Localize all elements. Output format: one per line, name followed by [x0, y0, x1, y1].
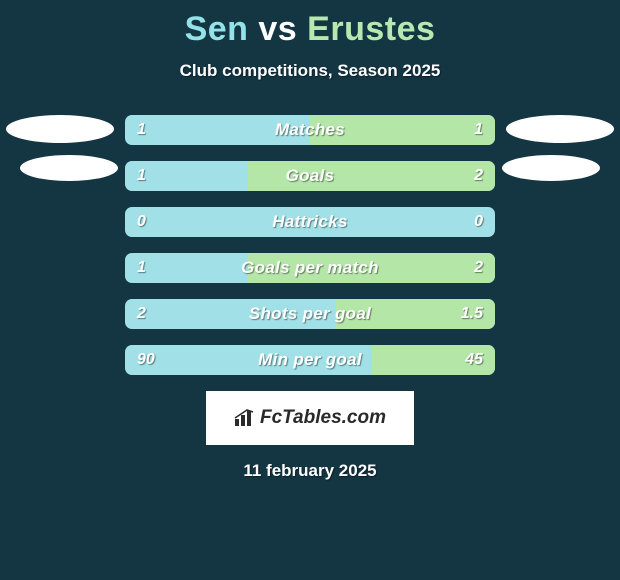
vs-separator: vs [258, 10, 297, 48]
stat-label: Hattricks [125, 207, 495, 237]
stat-row: 2Shots per goal1.5 [125, 299, 495, 329]
stat-row: 1Goals per match2 [125, 253, 495, 283]
team-a-name: Sen [185, 10, 249, 48]
logo: FcTables.com [234, 407, 386, 429]
date-line: 11 february 2025 [0, 461, 620, 481]
stat-row: 1Matches1 [125, 115, 495, 145]
avatar-placeholder-right-1 [506, 115, 614, 143]
comparison-title: Sen vs Erustes [0, 0, 620, 49]
logo-text: FcTables.com [260, 407, 386, 429]
stat-label: Goals per match [125, 253, 495, 283]
avatar-placeholder-left-1 [6, 115, 114, 143]
stat-label: Shots per goal [125, 299, 495, 329]
stat-label: Matches [125, 115, 495, 145]
stat-label: Goals [125, 161, 495, 191]
stat-value-right: 1 [474, 115, 483, 145]
stat-label: Min per goal [125, 345, 495, 375]
stat-row: 0Hattricks0 [125, 207, 495, 237]
avatar-placeholder-right-2 [502, 155, 600, 181]
avatar-placeholder-left-2 [20, 155, 118, 181]
logo-box[interactable]: FcTables.com [206, 391, 414, 445]
stat-row: 1Goals2 [125, 161, 495, 191]
team-b-name: Erustes [307, 10, 435, 48]
stat-value-right: 2 [474, 161, 483, 191]
stat-value-right: 0 [474, 207, 483, 237]
stat-row: 90Min per goal45 [125, 345, 495, 375]
stat-value-right: 45 [465, 345, 483, 375]
bars-container: 1Matches11Goals20Hattricks01Goals per ma… [125, 115, 495, 375]
subtitle: Club competitions, Season 2025 [0, 61, 620, 81]
stat-value-right: 1.5 [461, 299, 483, 329]
bar-chart-icon [234, 409, 256, 427]
stat-value-right: 2 [474, 253, 483, 283]
chart-area: 1Matches11Goals20Hattricks01Goals per ma… [0, 115, 620, 375]
